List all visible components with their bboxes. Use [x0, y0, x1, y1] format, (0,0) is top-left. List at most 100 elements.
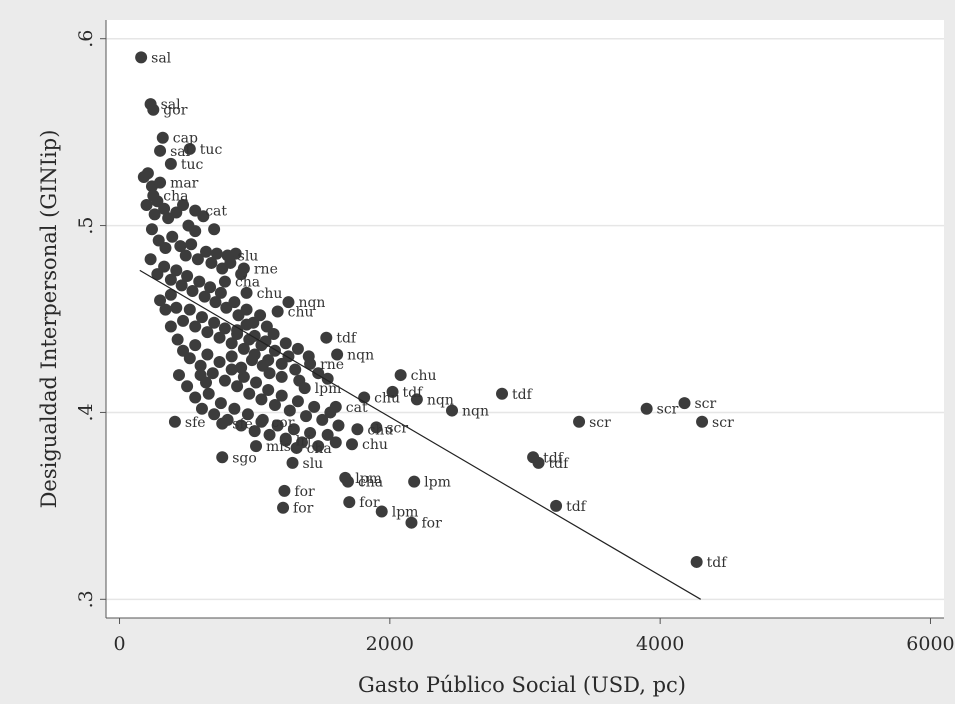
data-point [256, 359, 269, 372]
data-point [198, 290, 211, 303]
data-point [304, 426, 317, 439]
x-tick-label: 2000 [366, 633, 414, 655]
data-point [205, 256, 218, 269]
data-point [158, 202, 171, 215]
point-label: for [294, 484, 315, 500]
data-point [320, 331, 333, 344]
data-point [164, 320, 177, 333]
data-point [195, 311, 208, 324]
point-label: sfe [185, 415, 206, 431]
data-point [312, 440, 325, 453]
point-label: scr [657, 402, 679, 418]
data-point [263, 428, 276, 441]
point-label: cat [346, 400, 368, 416]
point-label: tuc [181, 157, 204, 173]
data-point [148, 208, 161, 221]
fit-line [139, 269, 702, 600]
data-point [191, 253, 204, 266]
data-point [690, 555, 703, 568]
data-point [204, 281, 217, 294]
data-point [177, 314, 190, 327]
data-point [175, 279, 188, 292]
data-point [248, 425, 261, 438]
point-label: scr [386, 420, 408, 436]
data-point [181, 380, 194, 393]
point-label: cha [358, 475, 383, 491]
point-label: cat [205, 204, 227, 220]
data-point [189, 391, 202, 404]
data-point [275, 370, 288, 383]
data-point [228, 296, 241, 309]
point-label: nqn [462, 404, 489, 420]
data-point [410, 393, 423, 406]
data-point [209, 296, 222, 309]
point-label: nqn [427, 392, 454, 408]
data-point [240, 303, 253, 316]
point-label: nqn [347, 348, 374, 364]
data-point [277, 501, 290, 514]
data-point [237, 262, 250, 275]
data-point [210, 247, 223, 260]
data-point [550, 499, 563, 512]
data-point [206, 367, 219, 380]
data-point [225, 350, 238, 363]
point-label: chu [374, 390, 400, 406]
point-label: for [293, 501, 314, 517]
data-point [250, 440, 263, 453]
data-point [194, 369, 207, 382]
data-point [189, 204, 202, 217]
x-tick-label: 0 [113, 633, 125, 655]
data-point [298, 382, 311, 395]
data-point [308, 400, 321, 413]
data-point [154, 294, 167, 307]
data-point [213, 355, 226, 368]
data-point [254, 309, 267, 322]
data-point [164, 157, 177, 170]
data-point [304, 357, 317, 370]
data-point [289, 363, 302, 376]
point-labels: salsalgorcaptucsaltucmarchacatslurnechac… [151, 50, 734, 571]
data-point [225, 363, 238, 376]
fit-line-group [139, 269, 702, 600]
y-axis-title: Desigualdad Interpersonal (GINIip) [37, 130, 61, 509]
data-point [237, 342, 250, 355]
data-point [240, 286, 253, 299]
point-label: cor [271, 415, 294, 431]
point-label: tuc [200, 142, 223, 158]
data-point [218, 275, 231, 288]
data-point [201, 326, 214, 339]
data-point [195, 402, 208, 415]
point-label: chu [257, 286, 283, 302]
point-label: chu [362, 437, 388, 453]
point-label: tdf [549, 456, 571, 472]
data-point [275, 389, 288, 402]
data-point [496, 387, 509, 400]
data-point [214, 397, 227, 410]
data-point [154, 144, 167, 157]
data-point [532, 456, 545, 469]
point-label: tdf [707, 555, 729, 571]
data-point [201, 348, 214, 361]
y-tick-label: .5 [75, 216, 97, 234]
point-label: slu [238, 248, 259, 264]
data-point [156, 131, 169, 144]
point-label: cha [163, 189, 188, 205]
x-tick-label: 4000 [636, 633, 684, 655]
data-point [235, 361, 248, 374]
data-point [189, 339, 202, 352]
plot-area [106, 20, 944, 618]
data-point [221, 249, 234, 262]
data-point [291, 395, 304, 408]
data-point [179, 249, 192, 262]
point-label: chu [288, 305, 314, 321]
point-label: lpm [355, 471, 382, 487]
data-point [329, 436, 342, 449]
data-point [255, 393, 268, 406]
data-point [177, 199, 190, 212]
data-point [231, 324, 244, 337]
data-point [189, 320, 202, 333]
point-label: for [421, 516, 442, 532]
point-label: lpm [392, 504, 419, 520]
data-point [332, 419, 345, 432]
